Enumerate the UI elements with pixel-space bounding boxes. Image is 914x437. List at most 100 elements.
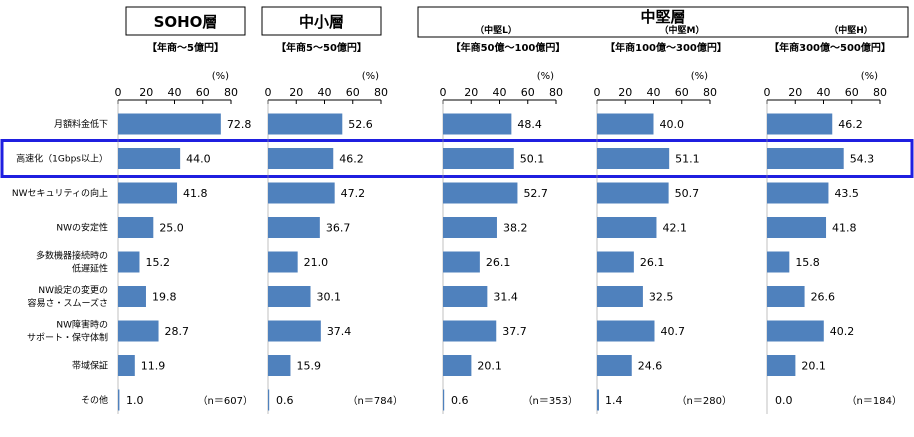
data-label: 0.6: [276, 394, 294, 407]
data-label: 21.0: [304, 256, 329, 269]
category-label: NW設定の変更の: [38, 284, 108, 296]
x-tick-label: 60: [845, 86, 859, 99]
bar: [767, 251, 790, 273]
bar: [268, 286, 311, 307]
bar: [597, 217, 657, 238]
category-label: その他: [81, 394, 108, 406]
bar: [443, 217, 497, 238]
x-tick-label: 20: [139, 86, 153, 99]
bar: [268, 320, 321, 342]
bar: [268, 217, 320, 238]
header-soho-title: SOHO層: [154, 13, 218, 31]
data-label: 0.0: [775, 394, 793, 407]
bar: [767, 113, 833, 135]
x-tick-label: 20: [289, 86, 303, 99]
data-label: 38.2: [503, 222, 528, 235]
data-label: 28.7: [165, 325, 190, 338]
bar: [443, 389, 445, 411]
x-tick-label: 40: [168, 86, 182, 99]
data-label: 15.9: [296, 360, 321, 373]
data-label: 50.1: [520, 153, 545, 166]
x-tick-label: 20: [788, 86, 802, 99]
data-label: 37.4: [327, 325, 352, 338]
data-label: 41.8: [183, 187, 208, 200]
bar: [597, 251, 634, 273]
bar: [118, 355, 135, 376]
data-label: 46.2: [339, 153, 364, 166]
sample-size-label: （n＝280）: [677, 395, 732, 407]
data-label: 48.4: [517, 118, 542, 131]
data-label: 43.5: [834, 187, 859, 200]
x-tick-label: 60: [346, 86, 360, 99]
bar: [597, 113, 654, 135]
bar: [597, 320, 655, 342]
data-label: 52.7: [523, 187, 548, 200]
header-mid: 中堅層 （中堅L） （中堅M） （中堅H） 【年商50億～100億円】 【年商1…: [417, 6, 909, 54]
header-mid-title: 中堅層: [640, 8, 685, 26]
header-small-range: 【年商5～50億円】: [276, 41, 367, 54]
data-label: 32.5: [649, 291, 674, 304]
category-label: NW障害時の: [56, 319, 108, 331]
x-tick-label: 0: [440, 86, 447, 99]
data-label: 41.8: [832, 222, 857, 235]
data-label: 52.6: [348, 118, 373, 131]
bar: [268, 389, 270, 411]
data-label: 1.4: [605, 394, 623, 407]
bar: [118, 148, 181, 169]
bar: [443, 286, 488, 307]
bar: [597, 148, 670, 169]
category-label: 容易さ・スムーズさ: [27, 297, 108, 309]
chart-panels: (%) 0 20 40 60 80 72.8 44.0 41.8 25.0 15.2 19.8 28.7…: [115, 71, 902, 414]
header-soho: SOHO層 【年商～5億円】: [125, 6, 246, 54]
data-label: 25.0: [159, 222, 184, 235]
bar: [767, 286, 805, 307]
bar: [118, 113, 221, 135]
chart-panel: (%) 0 20 40 60 80 40.0 51.1 50.7 42.1 26.1 32.5 40.7…: [594, 71, 732, 414]
x-tick-label: 80: [703, 86, 717, 99]
bar: [767, 320, 824, 342]
bar: [268, 251, 298, 273]
header-mid-sub-m: （中堅M）: [660, 24, 705, 36]
bar: [767, 148, 844, 169]
chart-panel: (%) 0 20 40 60 80 48.4 50.1 52.7 38.2 26.1 31.4 37.7…: [440, 71, 578, 414]
data-label: 11.9: [141, 360, 166, 373]
chart-panel: (%) 0 20 40 60 80 52.6 46.2 47.2 36.7 21.0 30.1 37.4…: [265, 71, 403, 414]
data-label: 15.8: [795, 256, 820, 269]
x-tick-label: 60: [196, 86, 210, 99]
bar: [443, 251, 480, 273]
unit-label: (%): [691, 71, 708, 82]
data-label: 26.1: [486, 256, 511, 269]
x-tick-label: 80: [873, 86, 887, 99]
bar: [118, 286, 146, 307]
category-label: 低遅延性: [72, 263, 108, 275]
unit-label: (%): [362, 71, 379, 82]
bar: [268, 355, 291, 376]
data-label: 1.0: [126, 394, 144, 407]
data-label: 24.6: [638, 360, 663, 373]
bar: [443, 320, 497, 342]
data-label: 42.1: [662, 222, 687, 235]
chart-panel: (%) 0 20 40 60 80 46.2 54.3 43.5 41.8 15.8 26.6 40.2…: [764, 71, 902, 414]
x-tick-label: 80: [549, 86, 563, 99]
bar: [118, 217, 154, 238]
x-tick-label: 60: [521, 86, 535, 99]
header-small-title: 中小層: [299, 13, 344, 31]
bar: [597, 389, 599, 411]
data-label: 20.1: [801, 360, 826, 373]
x-tick-label: 20: [618, 86, 632, 99]
bar: [268, 113, 343, 135]
x-tick-label: 80: [374, 86, 388, 99]
bar: [118, 389, 120, 411]
header-mid-sub-h: （中堅H）: [829, 24, 873, 36]
x-tick-label: 0: [115, 86, 122, 99]
bar: [597, 355, 632, 376]
bar: [767, 182, 829, 204]
x-tick-label: 20: [464, 86, 478, 99]
bar: [443, 355, 472, 376]
unit-label: (%): [537, 71, 554, 82]
data-label: 0.6: [451, 394, 469, 407]
sample-size-label: （n＝784）: [348, 395, 403, 407]
data-label: 54.3: [850, 153, 875, 166]
x-tick-label: 0: [594, 86, 601, 99]
